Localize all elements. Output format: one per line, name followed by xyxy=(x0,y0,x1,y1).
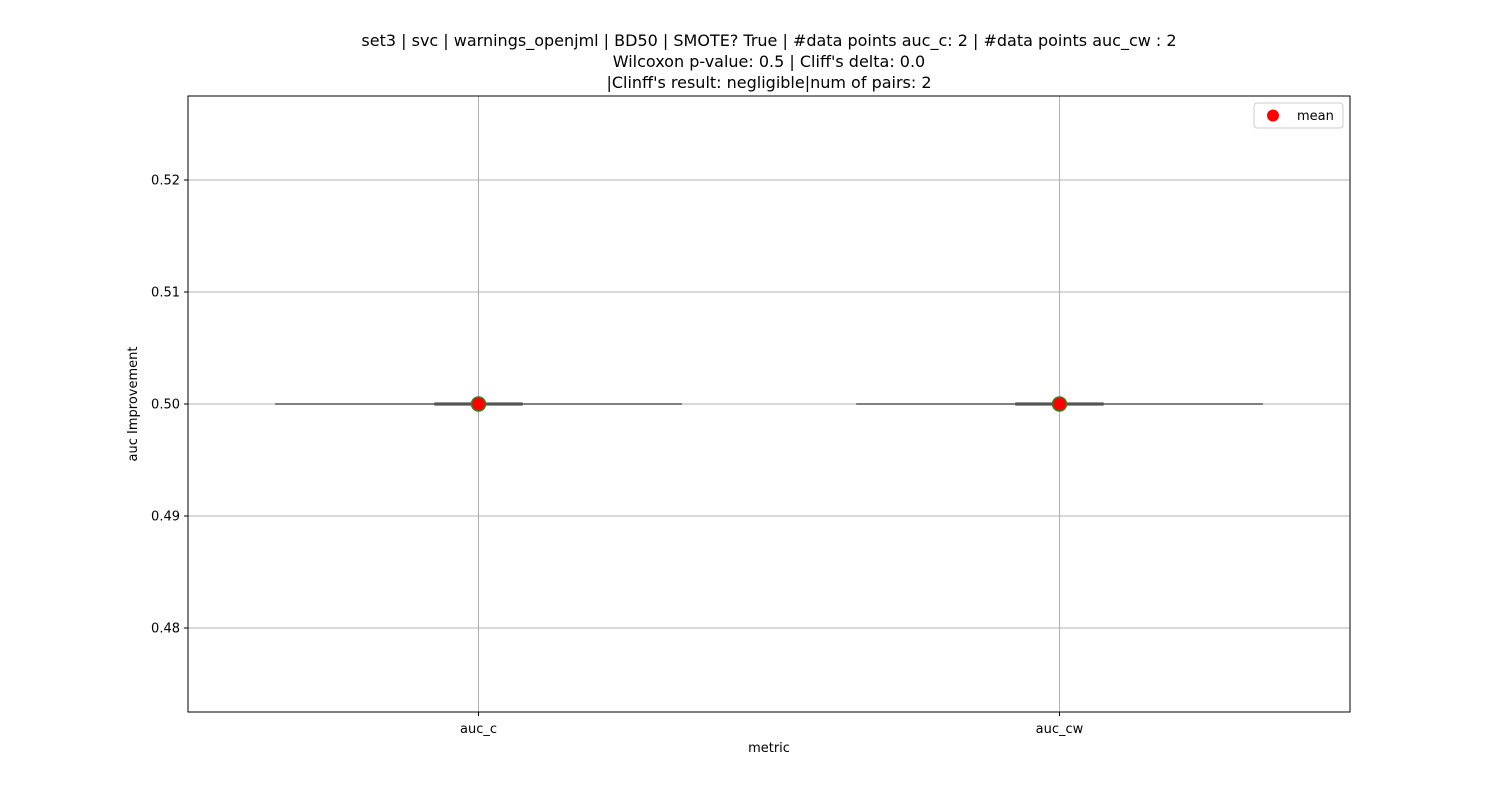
x-axis-label: metric xyxy=(748,741,790,756)
x-tick-label: auc_cw xyxy=(1036,722,1084,737)
x-tick-label: auc_c xyxy=(460,722,497,737)
title-line-2: Wilcoxon p-value: 0.5 | Cliff's delta: 0… xyxy=(613,52,925,71)
mean-marker-auc_cw xyxy=(1051,396,1068,412)
y-tick-label: 0.52 xyxy=(151,174,180,189)
y-tick-label: 0.49 xyxy=(151,510,180,525)
legend: mean xyxy=(1253,102,1344,129)
y-tick-label: 0.51 xyxy=(151,286,180,301)
y-tick-label: 0.48 xyxy=(151,622,180,637)
legend-mean-label: mean xyxy=(1297,109,1334,124)
mean-marker-auc_c xyxy=(470,396,487,412)
x-axis-ticks: auc_c auc_cw xyxy=(460,712,1084,737)
y-tick-label: 0.50 xyxy=(151,398,180,413)
mean-markers xyxy=(470,396,1068,412)
title-line-3: |Clinff's result: negligible|num of pair… xyxy=(606,73,931,92)
title-line-1: set3 | svc | warnings_openjml | BD50 | S… xyxy=(361,31,1176,51)
legend-mean-marker xyxy=(1267,109,1279,122)
legend-box xyxy=(1253,102,1344,129)
chart-title: set3 | svc | warnings_openjml | BD50 | S… xyxy=(361,31,1176,92)
y-axis-label: auc Improvement xyxy=(126,347,141,462)
y-axis-ticks: 0.48 0.49 0.50 0.51 0.52 xyxy=(151,174,188,637)
